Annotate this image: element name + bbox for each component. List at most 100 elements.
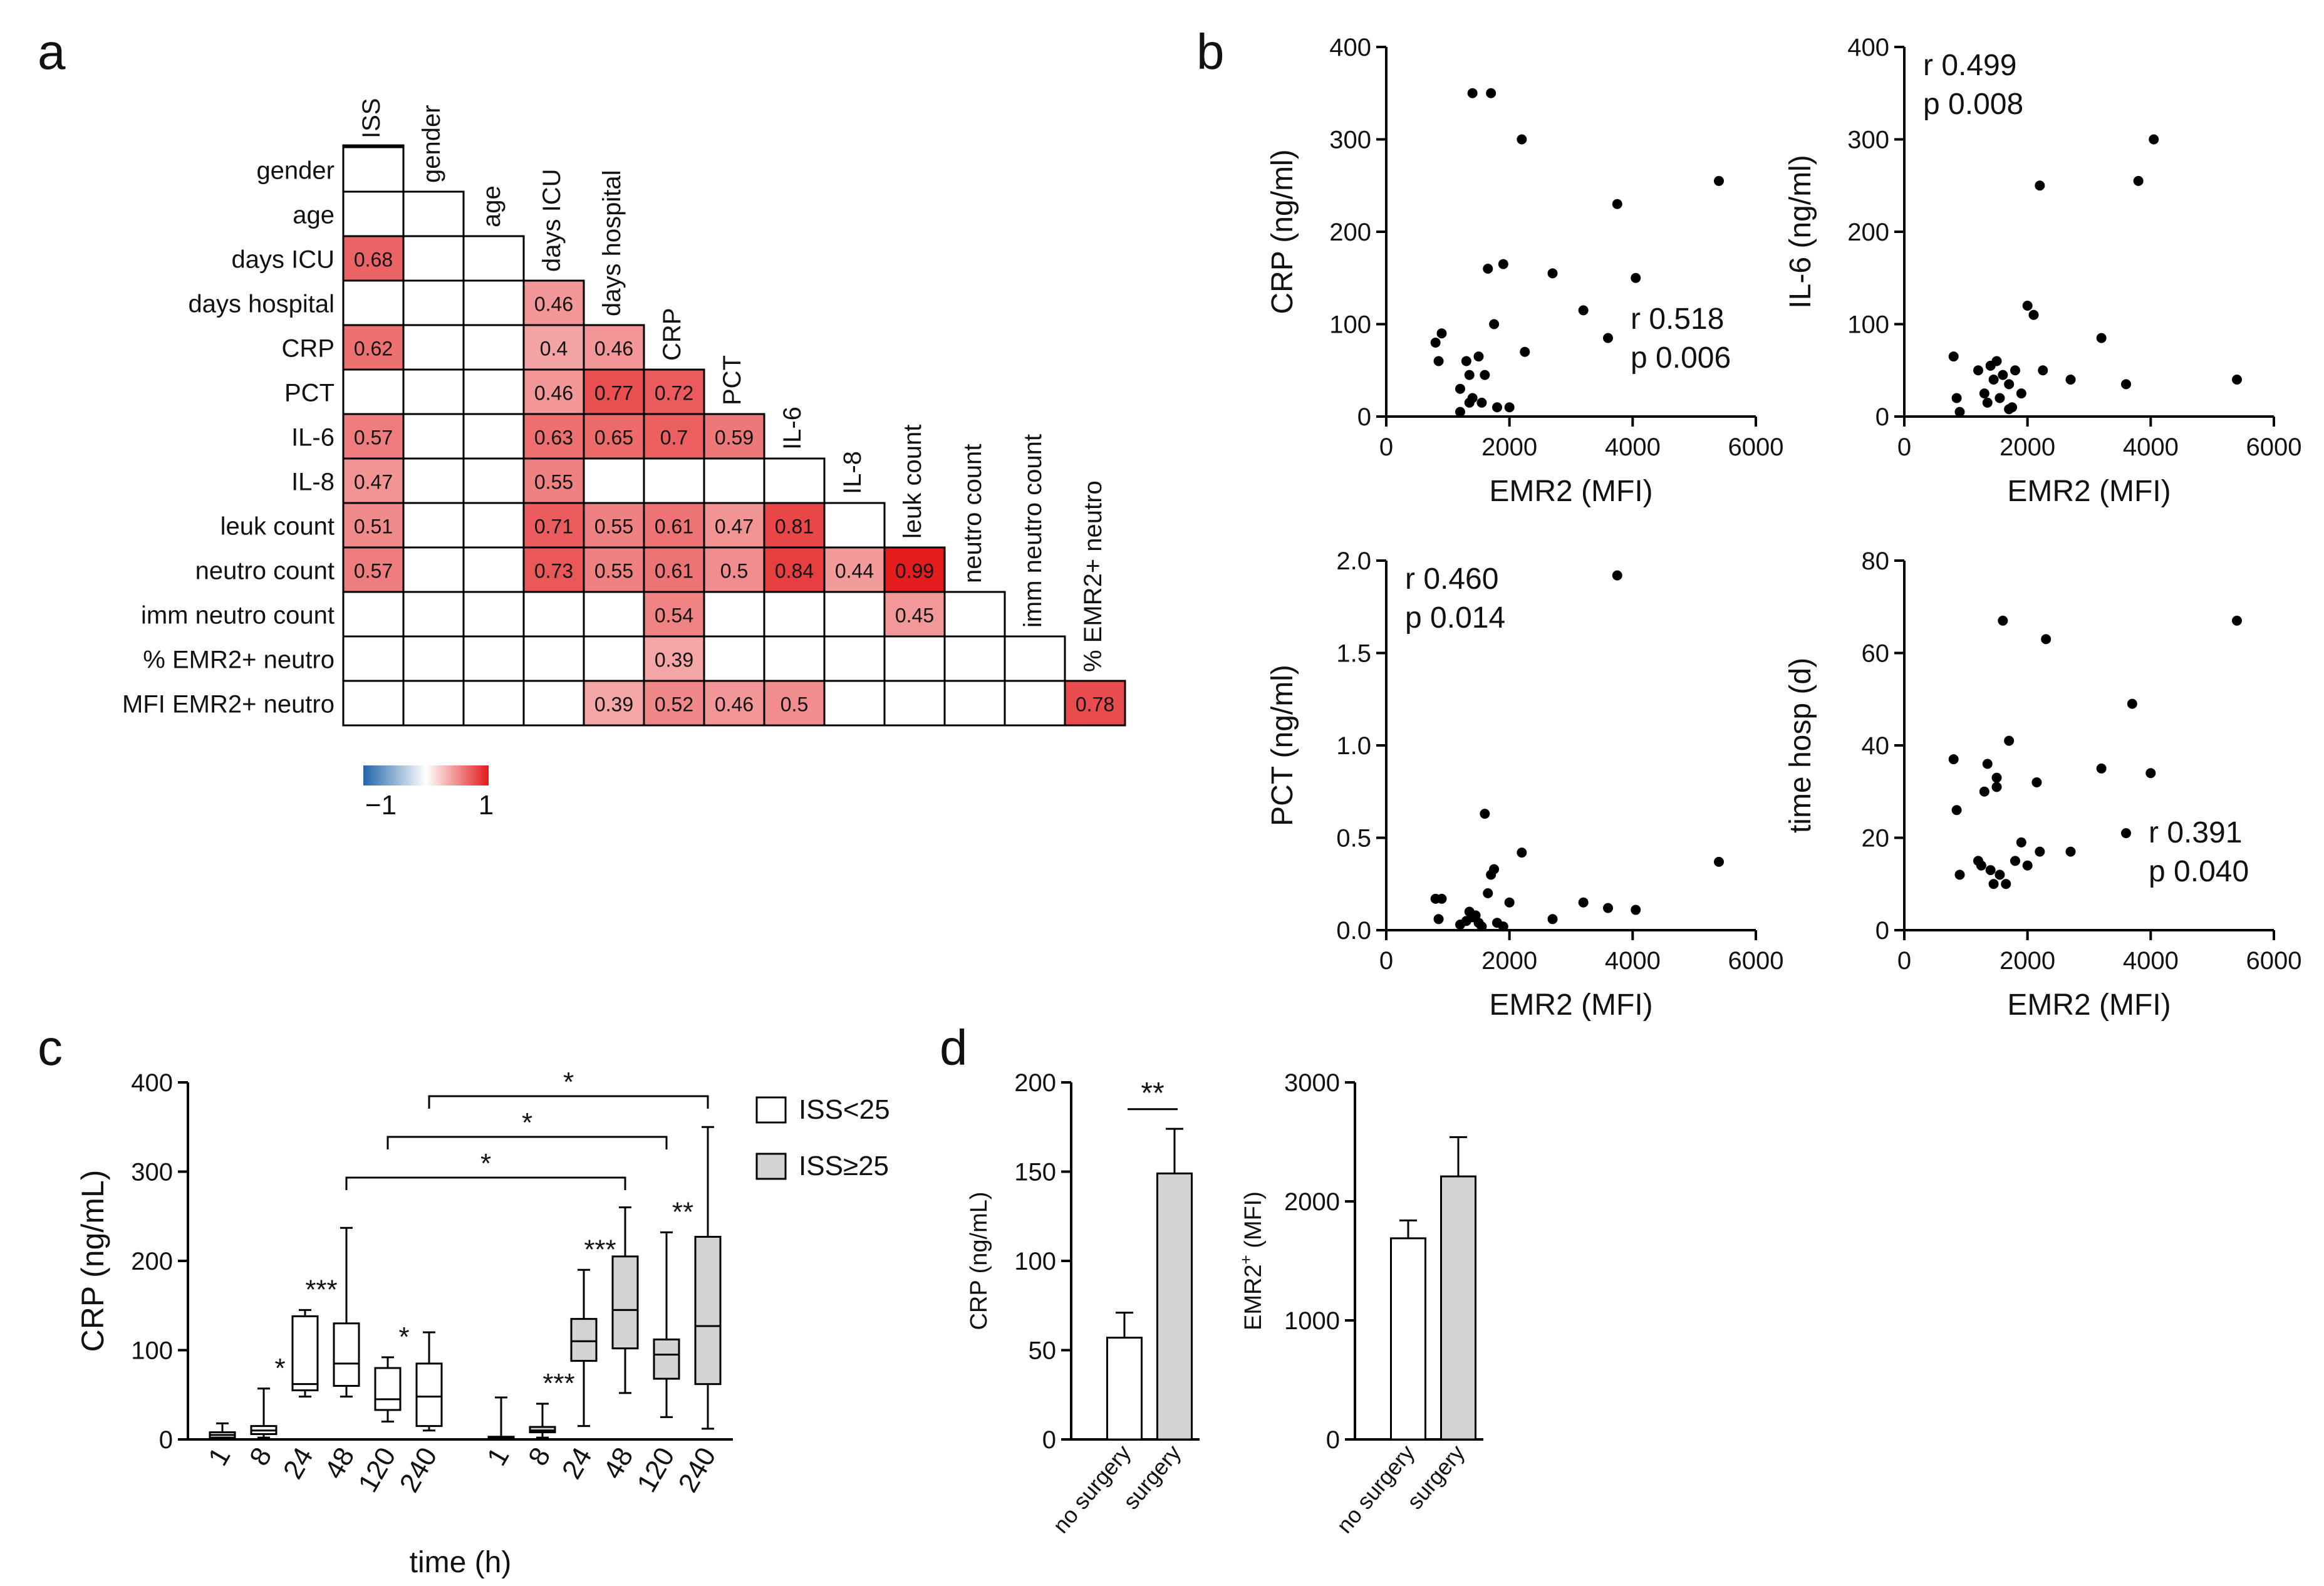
scatter-point xyxy=(1982,759,1993,769)
scatter-point xyxy=(1547,268,1558,279)
heatmap-cell xyxy=(643,635,705,682)
y-tick-label: 100 xyxy=(131,1337,173,1365)
legend-label: ISS≥25 xyxy=(799,1151,889,1181)
scatter-point xyxy=(1504,897,1515,908)
scatter-point xyxy=(2065,375,2076,385)
scatter-point xyxy=(2127,698,2137,709)
heatmap-cell xyxy=(342,368,405,415)
scatter-point xyxy=(2065,846,2076,857)
panel-label-d: d xyxy=(940,1020,968,1075)
column-label: neutro count xyxy=(959,444,987,583)
row-label: PCT xyxy=(284,380,335,407)
row-label: age xyxy=(293,202,335,229)
scatter-point xyxy=(2001,879,2011,889)
scatter-point xyxy=(1467,393,1478,403)
bracket-label: * xyxy=(522,1107,532,1138)
scatter-point xyxy=(2232,375,2242,385)
cell-value: 0.99 xyxy=(895,560,934,583)
cell-value: 0.47 xyxy=(354,471,393,494)
x-tick-label: 24 xyxy=(278,1443,319,1485)
cell-value: 0.84 xyxy=(775,560,814,583)
box xyxy=(333,1322,360,1387)
row-label: imm neutro count xyxy=(141,602,335,630)
x-axis-label: time (h) xyxy=(410,1546,512,1579)
row-label: MFI EMR2+ neutro xyxy=(122,691,335,718)
stat-r: r 0.499 xyxy=(1923,49,2016,82)
x-axis-label: EMR2 (MFI) xyxy=(2007,988,2171,1022)
row-label: leuk count xyxy=(220,513,335,541)
scatter-point xyxy=(1951,805,1962,816)
y-tick-label: 100 xyxy=(1847,311,1889,339)
cell-value: 0.77 xyxy=(594,382,633,405)
y-tick-label: 3000 xyxy=(1284,1069,1340,1097)
scatter-point xyxy=(2035,846,2045,857)
y-tick-label: 0 xyxy=(1875,403,1889,431)
scatter-point xyxy=(1979,388,1989,399)
column-label: CRP xyxy=(658,308,686,361)
heatmap-cell xyxy=(583,413,645,460)
heatmap-cell xyxy=(402,324,465,371)
x-tick-label: 2000 xyxy=(1481,947,1537,975)
scatter-point xyxy=(1976,860,1986,871)
y-tick-label: 0 xyxy=(1042,1426,1056,1454)
x-tick-label: 0 xyxy=(1897,433,1911,461)
cell-value: 0.55 xyxy=(594,516,633,538)
column-label: IL-8 xyxy=(839,451,866,494)
heatmap-cell xyxy=(522,457,585,504)
heatmap-cell xyxy=(583,680,645,727)
heatmap-cell xyxy=(462,235,525,282)
cell-value: 0.46 xyxy=(534,382,573,405)
cell-value: 0.55 xyxy=(534,471,573,494)
scatter-point xyxy=(1985,865,1996,876)
panel-label-a: a xyxy=(38,24,66,80)
scatter-point xyxy=(1979,786,1989,797)
heatmap-cell xyxy=(883,546,946,593)
significance-marker: * xyxy=(274,1353,285,1384)
cell-value: 0.63 xyxy=(534,427,573,449)
x-tick-label: 4000 xyxy=(1605,433,1661,461)
cell-value: 0.46 xyxy=(594,338,633,360)
scatter-point xyxy=(2121,379,2131,390)
scatter-point xyxy=(1714,856,1724,867)
stat-p: p 0.014 xyxy=(1405,601,1505,635)
cell-value: 0.47 xyxy=(715,516,754,538)
scatter-point xyxy=(2149,134,2159,145)
scatter-point xyxy=(2022,301,2033,311)
heatmap-cell xyxy=(583,502,645,549)
cell-value: 0.39 xyxy=(594,693,633,716)
x-tick-label: 6000 xyxy=(2246,433,2302,461)
column-label: gender xyxy=(418,105,445,183)
cell-value: 0.55 xyxy=(594,560,633,583)
scatter-point xyxy=(1498,259,1508,269)
scatter-time-hosp-vs-emr2: 0 20 40 60 80 0 2000 4000 6000 EMR2 (MFI) time hos… xyxy=(1784,547,2301,1022)
cell-value: 0.57 xyxy=(354,427,393,449)
box xyxy=(415,1362,443,1428)
column-label: PCT xyxy=(718,355,746,405)
box xyxy=(291,1315,319,1392)
y-tick-label: 1.5 xyxy=(1336,640,1371,668)
cell-value: 0.57 xyxy=(354,560,393,583)
x-tick-label: 1 xyxy=(481,1443,516,1471)
significance-marker: ** xyxy=(1141,1077,1164,1110)
scatter-point xyxy=(1603,903,1613,913)
heatmap-cell xyxy=(462,368,525,415)
x-tick-label: 2000 xyxy=(1481,433,1537,461)
row-label: neutro count xyxy=(195,557,335,585)
heatmap-cell xyxy=(342,324,405,371)
heatmap-cell xyxy=(522,368,585,415)
legend-swatch xyxy=(755,1153,787,1180)
heatmap-cell xyxy=(402,279,465,326)
y-tick-label: 100 xyxy=(1329,311,1371,339)
cell-value: 0.78 xyxy=(1076,693,1114,716)
y-tick-label: 300 xyxy=(131,1159,173,1186)
scatter-point xyxy=(1578,897,1589,908)
scatter-point xyxy=(1433,356,1444,366)
scatter-point xyxy=(1988,879,1999,889)
y-axis-label: EMR2+ (MFI) xyxy=(1237,1191,1267,1330)
x-tick-label: 4000 xyxy=(1605,947,1661,975)
column-label: days hospital xyxy=(598,170,626,316)
y-axis-label: PCT (ng/ml) xyxy=(1266,665,1299,826)
x-axis-label: EMR2 (MFI) xyxy=(2007,475,2171,508)
scatter-point xyxy=(2121,828,2131,839)
scatter-point xyxy=(1436,893,1447,904)
